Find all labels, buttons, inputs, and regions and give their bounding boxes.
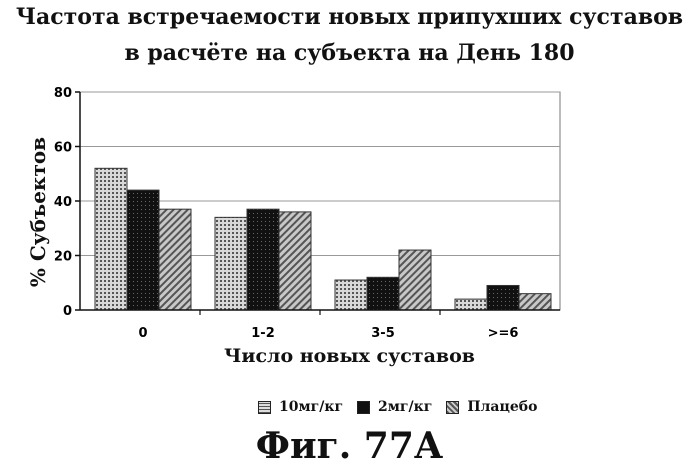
bar->=6-Плацебо xyxy=(518,293,552,311)
bar-1-2-2мг/кг xyxy=(246,208,280,311)
x-tick-label: 0 xyxy=(138,326,147,341)
bar-3-5-2мг/кг xyxy=(366,276,400,311)
y-tick-label: 40 xyxy=(54,195,72,210)
x-tick-label: >=6 xyxy=(488,326,519,341)
bar-3-5-10мг/кг xyxy=(334,279,368,311)
chart-title-line-1: Частота встречаемости новых припухших су… xyxy=(15,4,684,30)
legend-swatch-2mg xyxy=(357,400,371,414)
legend-item-10mg: 10мг/кг xyxy=(258,399,343,415)
chart-title-line-2: в расчёте на субъекта на День 180 xyxy=(124,40,575,66)
y-tick-label: 80 xyxy=(54,86,72,101)
figure-label: Фиг. 77А xyxy=(255,425,444,467)
y-tick-label: 0 xyxy=(63,304,72,319)
legend: 10мг/кг 2мг/кг Плацебо xyxy=(258,399,551,415)
legend-swatch-10mg xyxy=(258,400,271,414)
y-tick-label: 20 xyxy=(54,250,72,265)
bar-3-5-Плацебо xyxy=(398,249,432,311)
legend-item-placebo: Плацебо xyxy=(446,399,537,415)
bar-0-10мг/кг xyxy=(94,167,128,311)
x-tick-label: 1-2 xyxy=(251,326,275,341)
x-tick-label: 3-5 xyxy=(371,326,395,341)
bar-1-2-Плацебо xyxy=(278,211,312,311)
x-axis-label: Число новых суставов xyxy=(224,345,475,367)
legend-label-10mg: 10мг/кг xyxy=(279,399,344,415)
legend-label-2mg: 2мг/кг xyxy=(378,399,433,415)
legend-swatch-placebo xyxy=(446,400,460,414)
bar-0-Плацебо xyxy=(158,208,192,311)
y-tick-label: 60 xyxy=(54,141,72,156)
bar->=6-10мг/кг xyxy=(454,298,488,311)
y-axis-label: % Субъектов xyxy=(26,136,50,288)
legend-label-placebo: Плацебо xyxy=(467,399,538,415)
bar->=6-2мг/кг xyxy=(486,284,520,311)
legend-item-2mg: 2мг/кг xyxy=(357,399,432,415)
bar-0-2мг/кг xyxy=(126,189,160,311)
bar-1-2-10мг/кг xyxy=(214,216,248,311)
